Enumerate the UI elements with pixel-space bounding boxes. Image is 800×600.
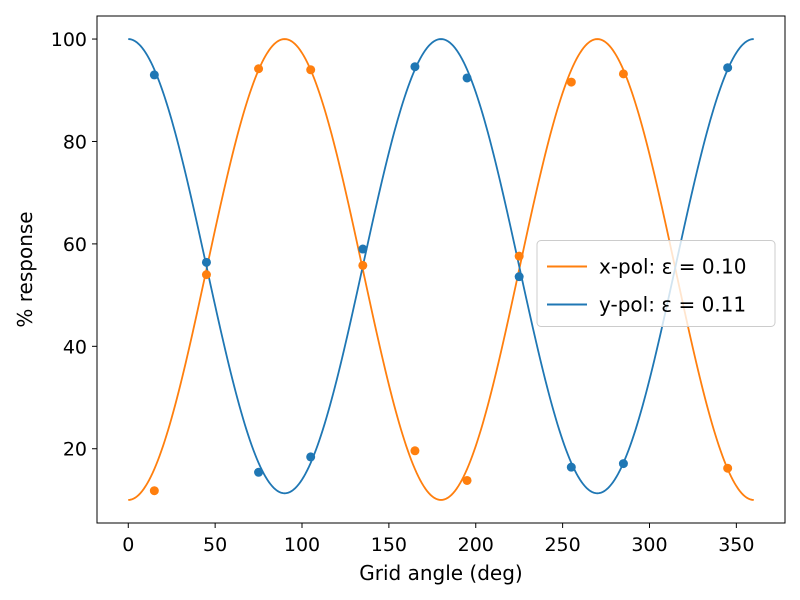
y-axis-ticks: 20 40 60 80 100 — [51, 29, 97, 461]
y-tick-label: 80 — [63, 131, 87, 153]
y-axis-label: % response — [13, 211, 37, 327]
data-point-x-pol — [462, 475, 472, 485]
data-points — [149, 62, 733, 496]
x-tick-label: 250 — [544, 534, 580, 556]
data-point-x-pol — [254, 64, 264, 74]
data-point-y-pol — [149, 70, 159, 80]
x-tick-label: 0 — [122, 534, 134, 556]
x-axis-label: Grid angle (deg) — [359, 561, 522, 585]
x-tick-label: 100 — [284, 534, 320, 556]
data-point-x-pol — [566, 77, 576, 87]
x-tick-label: 300 — [631, 534, 667, 556]
y-tick-label: 20 — [63, 439, 87, 461]
legend: x-pol: ε = 0.10 y-pol: ε = 0.11 — [536, 240, 776, 327]
legend-box — [536, 240, 776, 327]
data-point-x-pol — [306, 65, 316, 75]
data-point-y-pol — [410, 62, 420, 72]
plot-frame — [96, 15, 786, 524]
data-point-y-pol — [723, 63, 733, 73]
data-point-x-pol — [723, 463, 733, 473]
data-point-y-pol — [201, 257, 211, 267]
fit-curves — [128, 38, 754, 501]
data-point-y-pol — [306, 452, 316, 462]
x-tick-label: 150 — [371, 534, 407, 556]
data-point-y-pol — [254, 467, 264, 477]
legend-label-x-pol: x-pol: ε = 0.10 — [599, 255, 746, 279]
legend-label-y-pol: y-pol: ε = 0.11 — [599, 293, 746, 317]
x-axis-ticks: 0 50 100 150 200 250 300 350 — [122, 523, 754, 556]
y-tick-label: 100 — [51, 29, 87, 51]
data-point-y-pol — [618, 459, 628, 469]
data-point-x-pol — [149, 486, 159, 496]
x-tick-label: 350 — [718, 534, 754, 556]
data-point-x-pol — [201, 270, 211, 280]
data-point-x-pol — [618, 69, 628, 79]
data-point-y-pol — [462, 73, 472, 83]
x-tick-label: 50 — [203, 534, 227, 556]
fit-curve-y-pol — [128, 38, 754, 495]
data-point-y-pol — [358, 244, 368, 254]
y-tick-label: 60 — [63, 234, 87, 256]
fit-curve-x-pol — [128, 38, 754, 501]
data-point-y-pol — [514, 272, 524, 282]
data-point-x-pol — [358, 260, 368, 270]
data-point-x-pol — [410, 446, 420, 456]
y-tick-label: 40 — [63, 336, 87, 358]
x-tick-label: 200 — [458, 534, 494, 556]
data-point-x-pol — [514, 251, 524, 261]
data-point-y-pol — [566, 462, 576, 472]
